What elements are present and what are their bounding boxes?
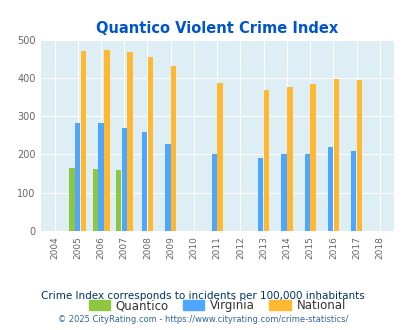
Bar <box>115 170 121 231</box>
Bar <box>211 154 216 231</box>
Bar <box>142 132 147 231</box>
Bar <box>286 87 292 231</box>
Title: Quantico Violent Crime Index: Quantico Violent Crime Index <box>96 21 337 36</box>
Bar <box>350 150 356 231</box>
Bar <box>121 128 127 231</box>
Bar <box>333 79 338 231</box>
Bar <box>281 154 286 231</box>
Bar <box>304 154 309 231</box>
Bar <box>81 51 86 231</box>
Bar <box>263 90 269 231</box>
Bar <box>310 84 315 231</box>
Bar <box>217 83 222 231</box>
Bar <box>356 80 361 231</box>
Text: © 2025 CityRating.com - https://www.cityrating.com/crime-statistics/: © 2025 CityRating.com - https://www.city… <box>58 315 347 324</box>
Legend: Quantico, Virginia, National: Quantico, Virginia, National <box>84 294 350 317</box>
Bar <box>92 169 98 231</box>
Bar <box>327 147 333 231</box>
Bar <box>165 144 170 231</box>
Bar <box>127 52 132 231</box>
Bar <box>69 168 75 231</box>
Text: Crime Index corresponds to incidents per 100,000 inhabitants: Crime Index corresponds to incidents per… <box>41 291 364 301</box>
Bar <box>258 158 263 231</box>
Bar <box>147 57 153 231</box>
Bar <box>75 123 80 231</box>
Bar <box>171 66 176 231</box>
Bar <box>98 123 103 231</box>
Bar <box>104 50 109 231</box>
